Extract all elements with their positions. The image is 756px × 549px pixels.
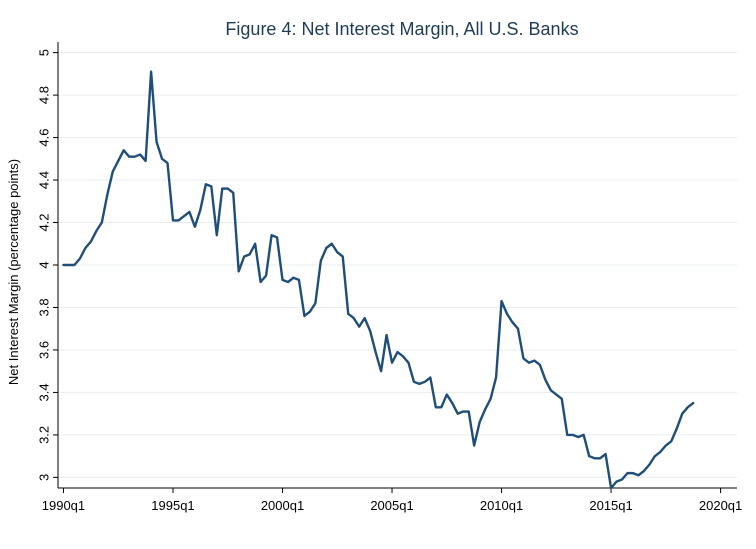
chart-title: Figure 4: Net Interest Margin, All U.S. … [225,19,578,39]
y-tick-label: 5 [37,49,52,56]
y-tick-label: 3 [37,474,52,481]
y-tick-label: 4.8 [37,86,52,104]
y-tick-label: 3.8 [37,298,52,316]
y-tick-label: 4.4 [37,171,52,189]
x-tick-label: 2020q1 [699,498,742,513]
x-tick-label: 1995q1 [151,498,194,513]
y-axis-title: Net Interest Margin (percentage points) [6,159,21,385]
x-tick-label: 1990q1 [42,498,85,513]
x-tick-label: 2015q1 [589,498,632,513]
series-layer [62,70,695,490]
y-tick-label: 4.2 [37,213,52,231]
gridlines [58,52,737,478]
x-tick-label: 2010q1 [480,498,523,513]
x-tick-label: 2005q1 [370,498,413,513]
y-tick-label: 4 [37,261,52,268]
x-tick-label: 2000q1 [261,498,304,513]
y-tick-label: 3.6 [37,341,52,359]
y-tick-label: 3.2 [37,426,52,444]
net-interest-margin-line [62,70,695,490]
y-tick-label: 4.6 [37,129,52,147]
axes: 3 3.2 3.4 3.6 3.8 4 4.2 4.4 4.6 4.8 5 1990q1 1995q1 2… [37,42,742,513]
y-tick-label: 3.4 [37,383,52,401]
